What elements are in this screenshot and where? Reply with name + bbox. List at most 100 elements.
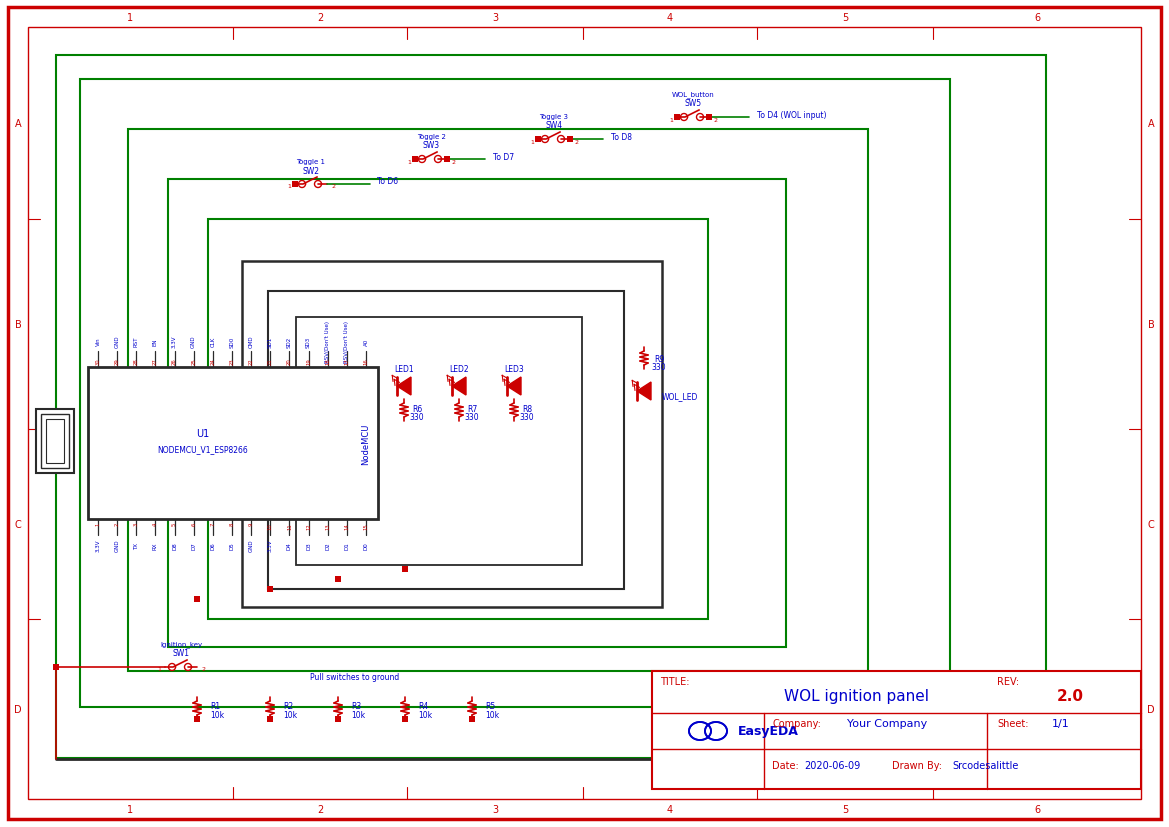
Text: CLK: CLK [210,337,215,347]
Text: D: D [14,704,22,715]
Text: 2: 2 [317,13,323,23]
Text: RST: RST [133,337,139,347]
Text: D7: D7 [192,542,196,549]
Text: LED1: LED1 [394,364,414,373]
Text: 2: 2 [451,160,455,165]
Text: SD1: SD1 [268,336,272,347]
Text: 330: 330 [465,412,479,421]
Text: D3: D3 [306,542,311,549]
Text: 14: 14 [345,523,350,529]
Text: TX: TX [133,542,139,549]
Text: 1: 1 [157,667,161,672]
Bar [46,419,64,463]
Polygon shape [705,722,727,740]
Text: 2: 2 [317,804,323,814]
Text: TITLE:: TITLE: [660,676,690,686]
Text: Pull switches to ground: Pull switches to ground [311,672,400,681]
Text: D5: D5 [229,542,235,549]
Text: R7: R7 [466,404,477,413]
Text: 30: 30 [96,358,101,365]
Text: 330: 330 [520,412,534,421]
Text: EasyEDA: EasyEDA [738,724,798,738]
Text: 15: 15 [364,523,368,529]
Text: 3.3V: 3.3V [96,539,101,552]
Polygon shape [507,378,521,395]
Text: 1: 1 [530,139,534,145]
Text: D1: D1 [345,542,350,549]
Text: CMD: CMD [249,335,254,348]
Bar [127,130,869,672]
Text: Toggle 3: Toggle 3 [540,114,568,120]
Text: 28: 28 [133,358,139,365]
Bar [296,318,582,566]
Bar [242,261,662,607]
Text: SW5: SW5 [684,99,701,108]
Text: WOL_button: WOL_button [672,92,714,98]
Bar [652,672,1141,789]
Text: D2: D2 [325,542,330,549]
Text: 1: 1 [127,13,133,23]
Text: D8: D8 [172,542,177,549]
Text: Toggle 2: Toggle 2 [416,134,445,140]
Text: Srcodesalittle: Srcodesalittle [952,760,1018,770]
Text: Date:: Date: [772,760,798,770]
Text: 4: 4 [667,13,673,23]
Bar [88,367,378,519]
Text: D6: D6 [210,542,215,549]
Text: SD2: SD2 [286,336,292,347]
Text: R5: R5 [485,701,496,710]
Text: 19: 19 [306,358,311,365]
Text: EN: EN [153,338,158,346]
Text: R8: R8 [521,404,532,413]
Text: 3: 3 [133,523,139,526]
Text: 10k: 10k [283,710,297,719]
Bar [208,220,708,619]
Text: C: C [15,519,21,529]
Text: SD0: SD0 [229,336,235,347]
Text: Company:: Company: [772,718,821,728]
Text: SW4: SW4 [546,122,562,131]
Text: 2: 2 [201,667,205,672]
Text: D4: D4 [286,542,292,549]
Text: 6: 6 [1033,13,1040,23]
Text: 3: 3 [492,13,498,23]
Text: To D6: To D6 [376,177,399,186]
Text: 17: 17 [345,358,350,365]
Text: 11: 11 [286,523,292,529]
Text: GND: GND [249,539,254,552]
Text: GND: GND [192,335,196,348]
Polygon shape [397,378,411,395]
Text: 10: 10 [268,523,272,529]
Text: 5: 5 [172,523,177,526]
Text: 9: 9 [249,523,254,526]
Text: Vin: Vin [96,337,101,346]
Text: R2: R2 [283,701,293,710]
Text: C: C [1148,519,1154,529]
Text: 3.3V: 3.3V [268,539,272,552]
Text: R9: R9 [653,354,664,363]
Text: 2: 2 [115,523,119,526]
Text: 2.0: 2.0 [1057,689,1084,704]
Text: 21: 21 [268,358,272,365]
Text: To D7: To D7 [493,152,514,161]
Text: SW1: SW1 [173,648,189,657]
Text: 330: 330 [651,362,666,371]
Text: 3: 3 [492,804,498,814]
Text: 12: 12 [306,523,311,529]
Text: REV:: REV: [997,676,1019,686]
Text: 10k: 10k [485,710,499,719]
Text: D: D [1147,704,1155,715]
Text: R4: R4 [419,701,428,710]
Text: B: B [15,319,21,330]
Text: 2020-06-09: 2020-06-09 [804,760,860,770]
Text: B: B [1148,319,1154,330]
Text: 24: 24 [210,358,215,365]
Text: 18: 18 [325,358,330,365]
Text: 4: 4 [667,804,673,814]
Text: 26: 26 [172,358,177,365]
Text: 8: 8 [229,523,235,526]
Text: SD3: SD3 [306,336,311,347]
Text: 27: 27 [153,358,158,365]
Bar [168,179,786,648]
Text: SW2: SW2 [303,166,319,175]
